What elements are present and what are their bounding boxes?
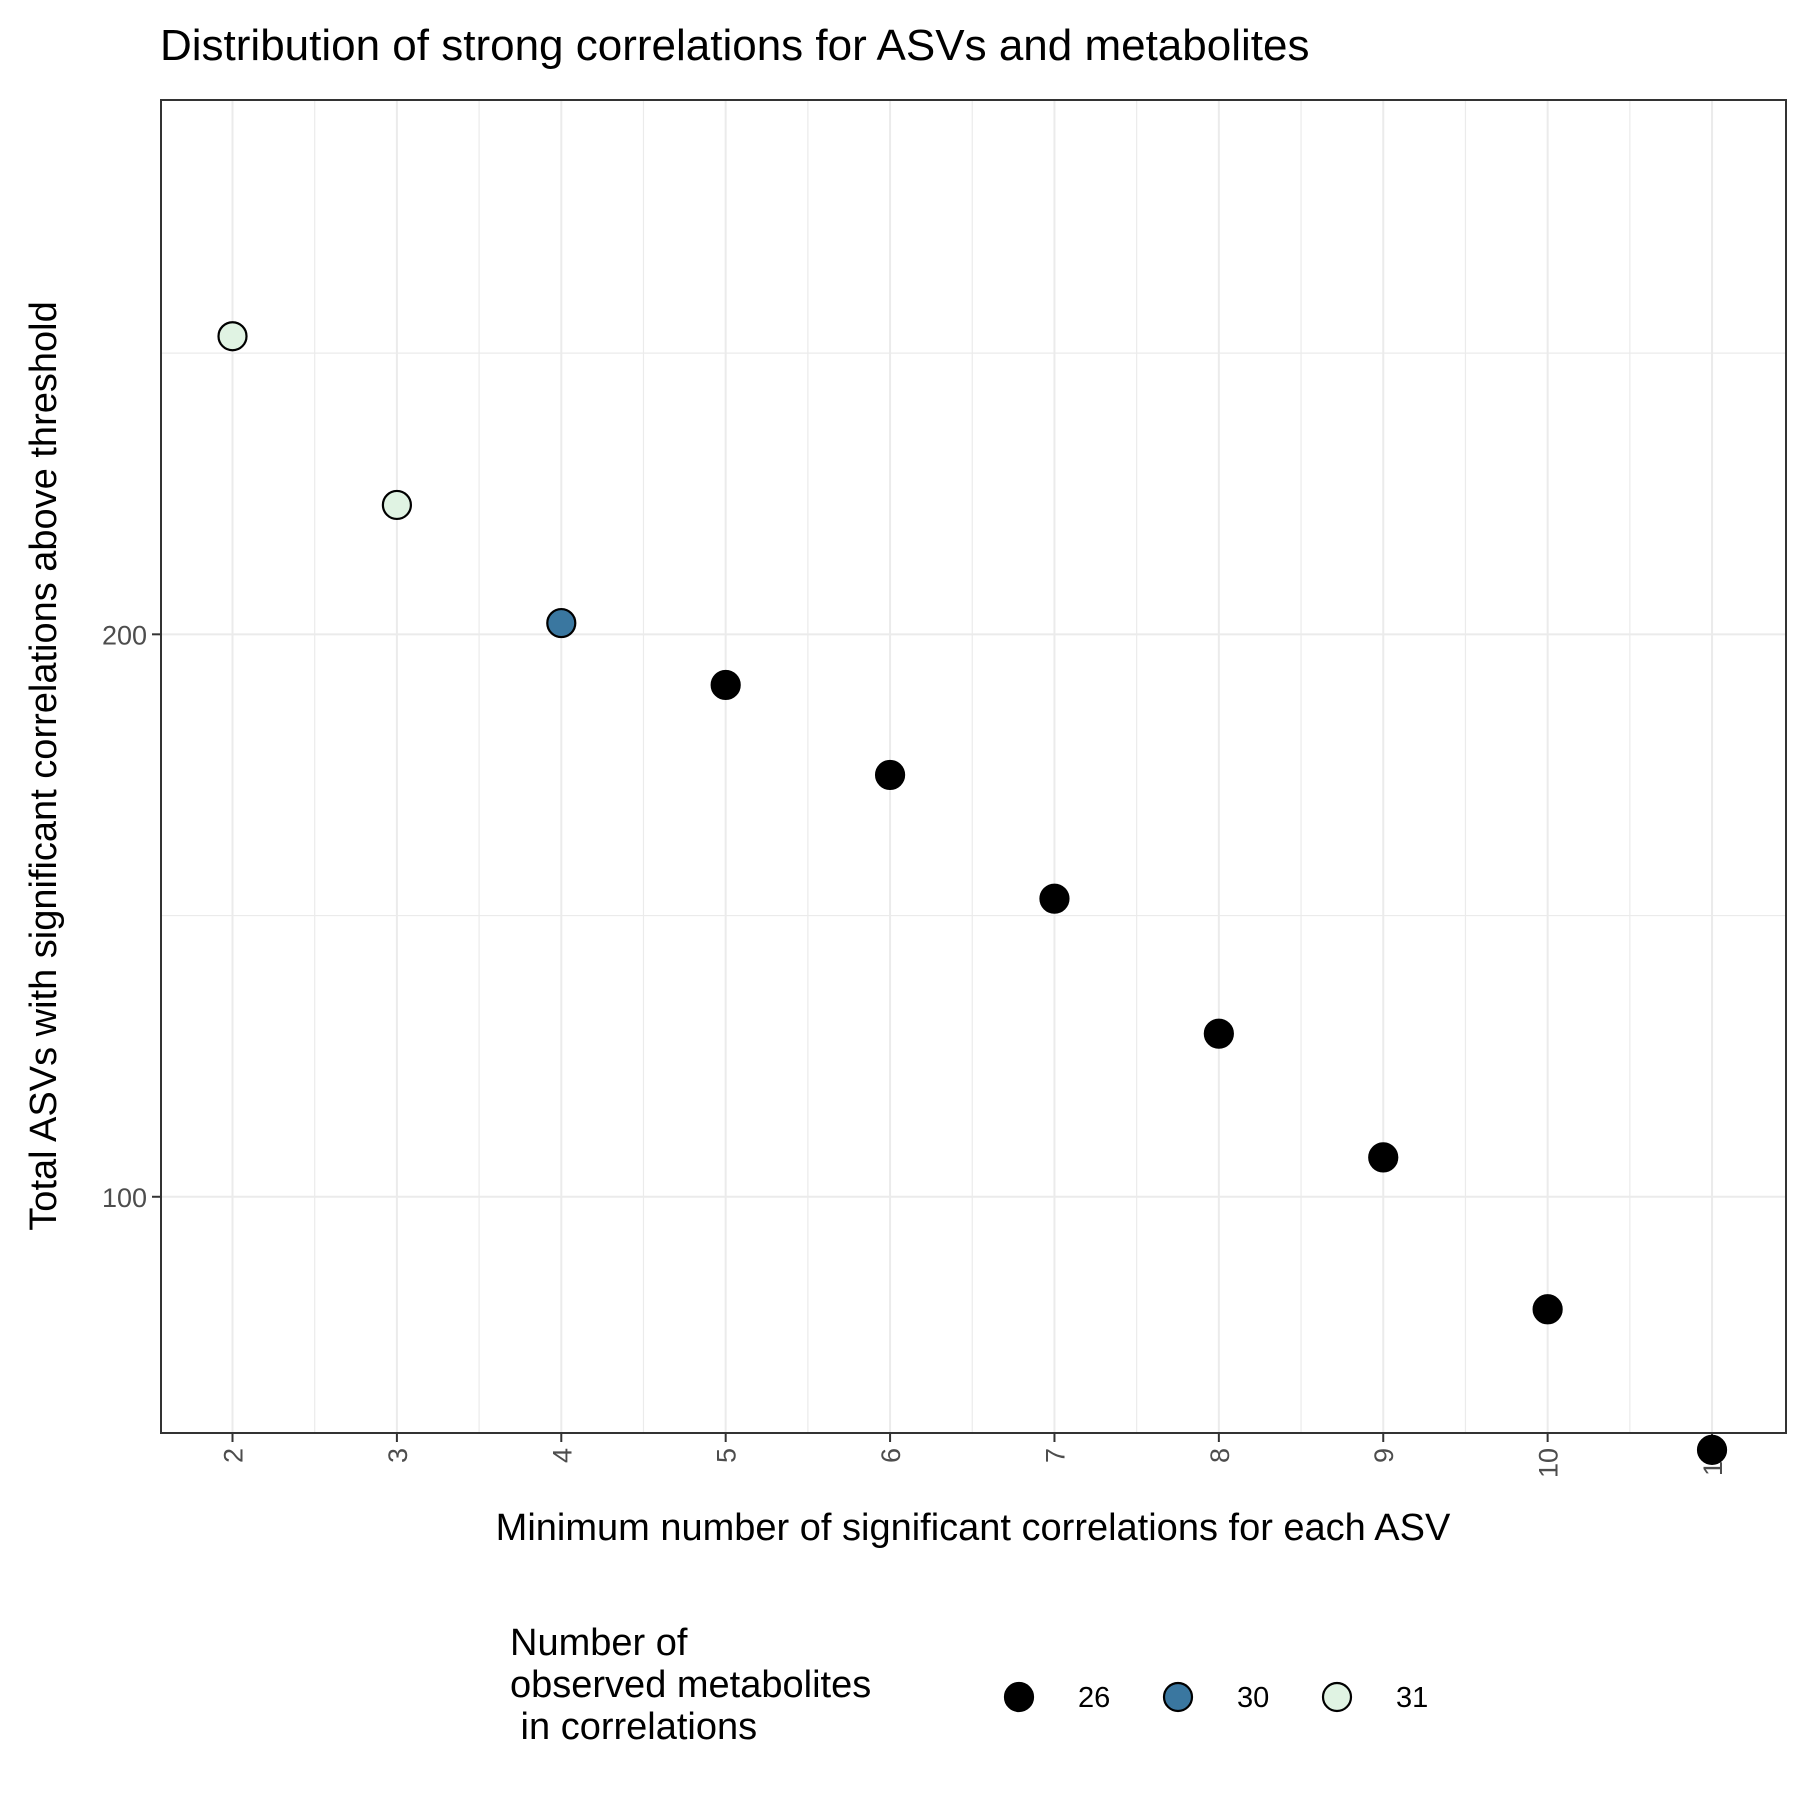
- data-points: [217, 321, 1728, 1465]
- legend-title-line: Number of: [510, 1622, 688, 1664]
- legend-title-line: observed metabolites: [510, 1664, 871, 1706]
- data-point: [1368, 1142, 1399, 1173]
- legend-label: 30: [1237, 1682, 1269, 1714]
- grid-lines: [161, 100, 1786, 1433]
- x-tick-label: 7: [1040, 1448, 1070, 1463]
- chart-title: Distribution of strong correlations for …: [160, 21, 1309, 70]
- x-tick-label: 9: [1369, 1448, 1399, 1463]
- legend-key: [1162, 1681, 1194, 1713]
- x-tick-label: 8: [1205, 1448, 1235, 1463]
- data-point: [710, 669, 741, 701]
- plot-background: [161, 100, 1786, 1433]
- x-axis-title: Minimum number of significant correlatio…: [496, 1507, 1451, 1549]
- x-tick-label: 3: [383, 1448, 413, 1463]
- legend-label: 31: [1396, 1682, 1428, 1714]
- legend-title-line: in correlations: [510, 1706, 757, 1748]
- data-point: [1039, 883, 1070, 914]
- legend-key: [1321, 1681, 1353, 1713]
- x-tick-label: 6: [876, 1448, 906, 1463]
- legend-label: 26: [1078, 1682, 1110, 1714]
- data-point: [1532, 1294, 1563, 1325]
- x-tick-label: 10: [1534, 1448, 1564, 1478]
- y-tick-label: 200: [102, 620, 147, 650]
- data-point: [1696, 1434, 1728, 1465]
- data-point: [217, 321, 248, 352]
- x-tick-label: 5: [712, 1448, 742, 1463]
- plot-panel: [160, 99, 1787, 1434]
- legend-key: [1003, 1681, 1035, 1713]
- data-point: [381, 489, 413, 521]
- data-point: [546, 607, 577, 639]
- data-point: [1203, 1018, 1234, 1049]
- x-tick-label: 2: [219, 1448, 249, 1463]
- axis-ticks: 234567891011100200: [102, 620, 1728, 1478]
- data-point: [874, 759, 906, 791]
- y-axis-title: Total ASVs with significant correlations…: [23, 301, 65, 1230]
- x-tick-label: 4: [547, 1448, 577, 1463]
- y-tick-label: 100: [102, 1183, 147, 1213]
